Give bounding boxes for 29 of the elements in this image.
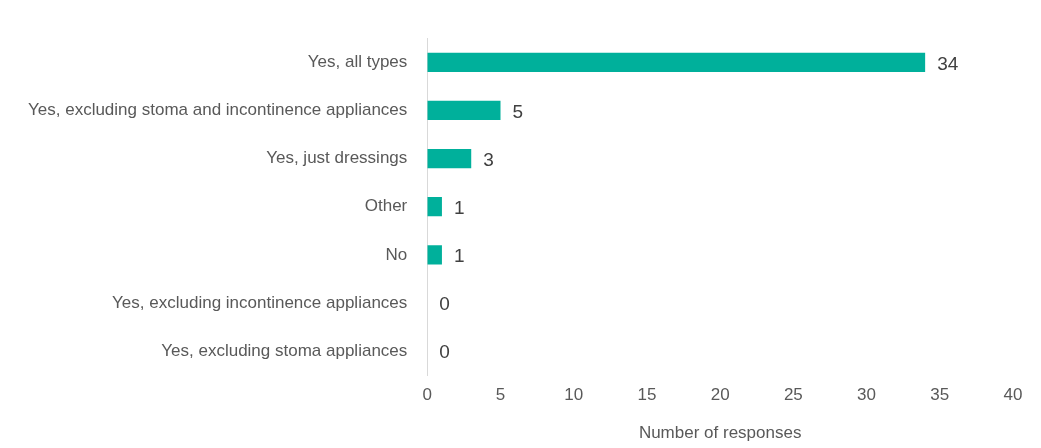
x-tick-label: 40	[1003, 385, 1023, 405]
y-tick-label: Yes, excluding incontinence appliances	[112, 292, 408, 312]
y-tick-label: No	[385, 244, 408, 264]
bar	[427, 197, 442, 217]
data-label: 1	[453, 245, 465, 267]
x-tick-label: 30	[857, 385, 877, 405]
bar	[427, 52, 926, 72]
data-label: 5	[512, 100, 524, 122]
bar	[427, 148, 472, 169]
x-tick-label: 15	[637, 385, 657, 405]
bar	[427, 245, 442, 265]
data-label: 3	[483, 148, 494, 170]
data-label: 0	[439, 293, 450, 315]
data-label: 0	[439, 341, 450, 363]
y-tick-label: Yes, just dressings	[266, 148, 408, 168]
bar	[427, 100, 501, 121]
y-tick-label: Yes, all types	[307, 51, 408, 71]
x-tick-label: 25	[783, 385, 803, 405]
x-tick-label: 0	[422, 385, 433, 405]
y-tick-label: Yes, excluding stoma appliances	[161, 340, 408, 360]
y-tick-label: Yes, excluding stoma and incontinence appliances	[28, 100, 408, 120]
x-tick-label: 10	[564, 385, 584, 405]
x-tick-label: 5	[495, 385, 506, 405]
data-label: 34	[937, 52, 959, 74]
x-tick-label: 20	[710, 385, 730, 405]
x-axis-title: Number of responses	[638, 423, 802, 443]
x-tick-label: 35	[930, 385, 950, 405]
y-tick-label: Other	[364, 196, 408, 216]
data-label: 1	[453, 196, 465, 218]
